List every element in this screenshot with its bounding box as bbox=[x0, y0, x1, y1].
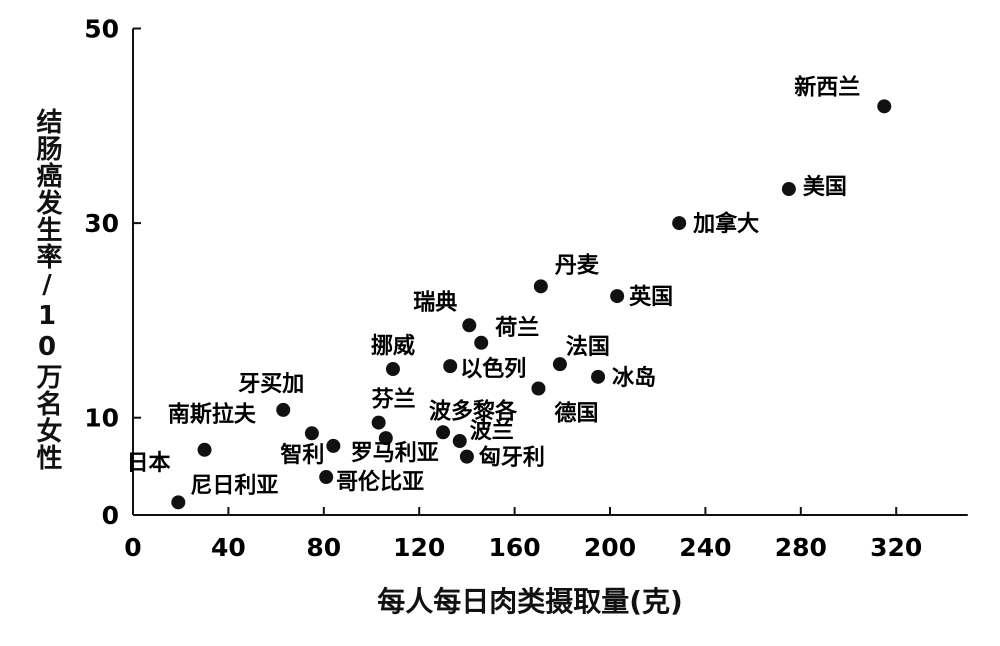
y-tick-label: 30 bbox=[84, 209, 119, 238]
point-label: 挪威 bbox=[371, 333, 415, 359]
data-point bbox=[672, 216, 687, 231]
data-point bbox=[443, 359, 458, 374]
x-tick-label: 240 bbox=[679, 533, 731, 562]
data-points bbox=[171, 99, 892, 510]
point-label: 智利 bbox=[280, 442, 324, 468]
data-point bbox=[326, 438, 341, 453]
point-label: 牙买加 bbox=[238, 372, 304, 397]
point-label: 冰岛 bbox=[612, 365, 656, 391]
x-tick-label: 40 bbox=[211, 533, 246, 562]
data-point bbox=[385, 362, 400, 377]
data-point bbox=[531, 381, 546, 396]
data-point bbox=[319, 470, 334, 485]
point-label: 波兰 bbox=[470, 418, 514, 444]
point-label: 以色列 bbox=[460, 356, 526, 382]
data-point bbox=[781, 182, 796, 197]
point-label: 加拿大 bbox=[692, 211, 759, 237]
point-label: 丹麦 bbox=[555, 252, 600, 278]
chart-axes bbox=[132, 27, 968, 516]
point-label: 法国 bbox=[566, 335, 610, 360]
y-axis-label: 结肠癌发生率/10万名女性 bbox=[32, 108, 62, 471]
data-point bbox=[378, 431, 393, 446]
point-label: 罗马利亚 bbox=[351, 441, 439, 466]
data-point bbox=[171, 495, 186, 510]
y-tick-label: 10 bbox=[84, 404, 119, 433]
tick-labels: 0 40 80 120 160 200 240 280 320 0 10 30 50 bbox=[84, 15, 922, 563]
point-label: 瑞典 bbox=[413, 290, 457, 315]
point-label: 南斯拉夫 bbox=[168, 401, 257, 427]
point-label: 尼日利亚 bbox=[190, 473, 278, 498]
data-point bbox=[197, 442, 212, 457]
point-label: 德国 bbox=[554, 401, 598, 427]
point-label: 日本 bbox=[127, 451, 171, 476]
data-point bbox=[533, 279, 548, 294]
point-label: 英国 bbox=[629, 285, 673, 310]
data-point bbox=[276, 402, 291, 417]
point-label: 哥伦比亚 bbox=[336, 469, 424, 495]
point-label: 荷兰 bbox=[495, 315, 539, 341]
point-label: 新西兰 bbox=[794, 74, 860, 100]
x-tick-label: 0 bbox=[124, 533, 141, 562]
data-point bbox=[877, 99, 892, 114]
data-point bbox=[452, 434, 467, 449]
y-tick-label: 0 bbox=[102, 501, 119, 530]
point-label: 波多黎各 bbox=[429, 398, 518, 424]
data-point bbox=[474, 335, 489, 350]
data-point bbox=[591, 369, 606, 384]
data-point bbox=[304, 426, 319, 441]
data-point bbox=[371, 415, 386, 430]
point-label: 匈牙利 bbox=[479, 446, 545, 471]
x-tick-label: 200 bbox=[584, 533, 636, 562]
y-tick-label: 50 bbox=[84, 15, 119, 44]
x-tick-label: 160 bbox=[489, 533, 541, 562]
x-axis-label: 每人每日肉类摄取量(克) bbox=[377, 585, 683, 618]
data-point bbox=[552, 357, 567, 372]
x-tick-label: 280 bbox=[775, 533, 827, 562]
data-point bbox=[462, 318, 477, 333]
data-point bbox=[610, 289, 625, 304]
x-tick-label: 80 bbox=[306, 533, 341, 562]
data-point bbox=[459, 449, 474, 464]
x-tick-label: 320 bbox=[870, 533, 922, 562]
point-label: 美国 bbox=[803, 174, 847, 200]
point-label: 芬兰 bbox=[371, 387, 416, 413]
data-point bbox=[436, 425, 451, 440]
x-tick-label: 120 bbox=[393, 533, 445, 562]
